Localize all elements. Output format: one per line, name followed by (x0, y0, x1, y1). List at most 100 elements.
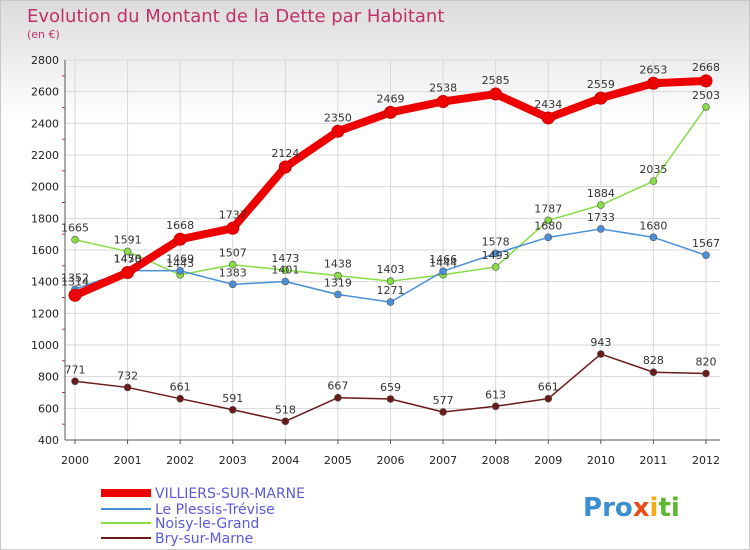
data-label: 613 (485, 388, 506, 401)
logo-letter: r (602, 493, 615, 523)
data-point (544, 233, 553, 242)
data-label: 2559 (587, 78, 615, 91)
data-point (702, 251, 710, 260)
data-point (121, 265, 135, 279)
data-label: 820 (696, 356, 717, 369)
data-point (384, 105, 397, 119)
data-point (702, 103, 710, 111)
legend-label-2: Noisy-le-Grand (155, 516, 259, 532)
data-point (334, 271, 342, 280)
data-label: 1469 (166, 253, 194, 266)
data-point (123, 383, 132, 392)
series-layer (68, 74, 713, 426)
data-label: 667 (327, 380, 348, 393)
logo-letter: o (615, 493, 633, 523)
x-tick-label: 2008 (482, 454, 510, 467)
data-label: 1470 (114, 253, 142, 266)
data-label: 1352 (61, 271, 89, 284)
x-tick-label: 2009 (534, 454, 562, 467)
chart-title: Evolution du Montant de la Dette par Hab… (27, 6, 444, 27)
data-label: 1668 (166, 219, 194, 232)
x-tick-label: 2000 (61, 454, 89, 467)
data-label: 1458 (114, 252, 142, 265)
data-label: 1473 (271, 252, 299, 265)
data-point (699, 74, 713, 88)
data-label: 2035 (639, 163, 667, 176)
y-tick-label: 1400 (31, 276, 59, 289)
data-point (386, 395, 395, 403)
data-label: 1438 (324, 258, 352, 271)
data-point (649, 233, 658, 242)
logo-letter: i (650, 493, 659, 523)
data-point (649, 177, 658, 185)
y-tick-label: 600 (38, 402, 59, 415)
x-tick-label: 2005 (324, 454, 352, 467)
data-label: 1466 (429, 253, 457, 266)
data-point (597, 350, 605, 358)
proxiti-logo: Proxiti (583, 493, 680, 523)
x-tick-label: 2010 (587, 454, 615, 467)
data-point (541, 111, 555, 125)
data-label: 1314 (61, 275, 89, 288)
data-point (278, 160, 292, 174)
data-point (331, 124, 345, 138)
data-point (334, 393, 342, 402)
y-tick-label: 800 (38, 371, 59, 384)
data-point (386, 298, 395, 306)
data-label: 732 (117, 369, 138, 382)
data-label: 1401 (271, 264, 299, 277)
data-point (71, 377, 79, 386)
data-labels: 771 732 661 591 518 667 659 577 613 661 943 828 820 1… (61, 61, 720, 416)
data-label: 577 (433, 394, 454, 407)
data-label: 661 (170, 381, 191, 394)
data-point (489, 87, 503, 101)
y-tick-label: 1000 (31, 339, 59, 352)
y-tick-label: 1800 (31, 212, 59, 225)
data-label: 1383 (219, 266, 247, 279)
x-tick-label: 2007 (429, 454, 457, 467)
data-label: 1680 (639, 219, 667, 232)
logo-letter: t (658, 493, 670, 523)
y-tick-label: 1200 (31, 307, 59, 320)
data-label: 2538 (429, 81, 457, 94)
legend-label-3: Bry-sur-Marne (155, 531, 253, 547)
data-point (436, 94, 450, 108)
data-point (176, 266, 184, 275)
data-point (702, 369, 710, 378)
y-tick-label: 400 (38, 434, 59, 447)
legend-label-1: Le Plessis-Trévise (155, 502, 275, 518)
data-label: 1493 (482, 249, 510, 262)
y-tick-label: 2800 (31, 54, 59, 67)
data-label: 2350 (324, 111, 352, 124)
data-label: 1403 (377, 263, 405, 276)
data-label: 2503 (692, 89, 720, 102)
y-tick-label: 2200 (31, 149, 59, 162)
x-tick-label: 2012 (692, 454, 720, 467)
data-label: 1578 (482, 235, 510, 248)
data-point (597, 225, 605, 233)
data-label: 661 (538, 381, 559, 394)
data-point (386, 277, 395, 285)
chart-subtitle: (en €) (27, 28, 60, 41)
data-point (491, 249, 500, 258)
data-label: 771 (65, 363, 86, 376)
data-label: 943 (590, 336, 611, 349)
y-tick-label: 2400 (31, 117, 59, 130)
data-point (594, 91, 608, 105)
logo-letter: i (671, 493, 680, 523)
data-label: 1319 (324, 276, 352, 289)
data-point (439, 267, 447, 276)
data-label: 1443 (166, 257, 194, 270)
data-label: 2469 (377, 92, 405, 105)
data-point (544, 216, 553, 225)
data-label: 659 (380, 381, 401, 394)
logo-letter: P (583, 493, 602, 523)
data-point (228, 280, 237, 289)
data-point (281, 417, 290, 426)
data-label: 2585 (482, 74, 510, 87)
data-label: 591 (222, 392, 243, 405)
data-point (68, 288, 82, 302)
data-label: 2124 (271, 147, 299, 160)
data-label: 1591 (114, 233, 142, 246)
